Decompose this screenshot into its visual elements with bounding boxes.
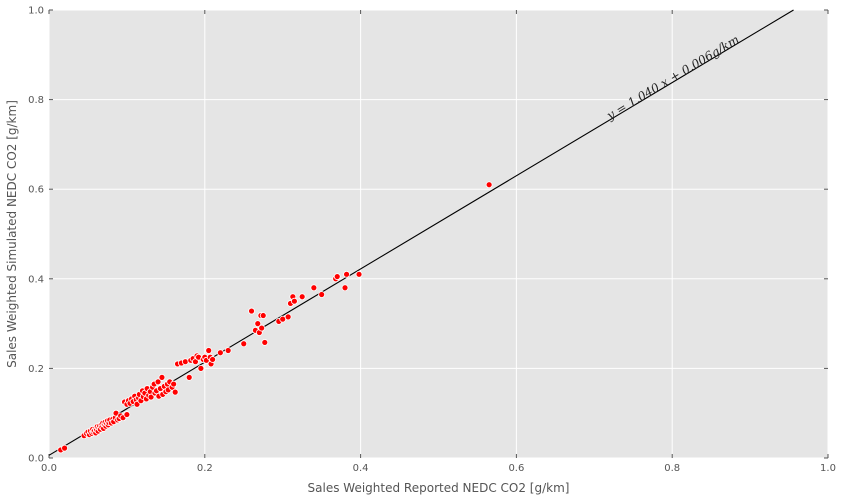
data-point bbox=[240, 340, 248, 348]
y-tick-label: 0.6 bbox=[28, 185, 44, 196]
y-tick-label: 0.0 bbox=[28, 454, 44, 465]
data-point bbox=[205, 347, 213, 354]
data-point bbox=[254, 320, 262, 328]
data-point bbox=[61, 444, 68, 452]
data-point bbox=[197, 364, 205, 372]
data-point bbox=[258, 324, 266, 332]
data-point bbox=[298, 293, 306, 301]
data-point bbox=[216, 349, 224, 357]
y-tick-label: 0.8 bbox=[28, 95, 44, 106]
data-point bbox=[154, 378, 162, 386]
data-point bbox=[318, 291, 326, 298]
plot-background bbox=[49, 10, 828, 458]
x-tick-label: 0.2 bbox=[197, 463, 213, 474]
grid-lines bbox=[48, 9, 829, 459]
data-point bbox=[355, 270, 363, 278]
data-point bbox=[209, 356, 216, 363]
data-point bbox=[181, 358, 189, 366]
x-tick-label: 1.0 bbox=[820, 463, 836, 474]
axis-ticks: 0.0 0.2 0.4 0.6 0.8 1.0 0.0 0.2 0.4 0.6 0.8 1.0 bbox=[28, 6, 836, 475]
data-point bbox=[343, 270, 350, 278]
data-point bbox=[290, 297, 298, 305]
x-tick-label: 0.8 bbox=[664, 463, 680, 474]
data-point bbox=[123, 411, 131, 418]
data-point bbox=[333, 273, 341, 280]
x-axis-label: Sales Weighted Reported NEDC CO2 [g/km] bbox=[308, 481, 570, 495]
x-tick-label: 0.0 bbox=[41, 463, 57, 474]
data-point bbox=[158, 373, 166, 381]
data-point bbox=[485, 181, 493, 189]
x-tick-label: 0.4 bbox=[353, 463, 369, 474]
y-axis-label: Sales Weighted Simulated NEDC CO2 [g/km] bbox=[5, 100, 19, 368]
data-point bbox=[224, 347, 232, 354]
y-tick-label: 0.4 bbox=[28, 274, 44, 285]
y-tick-label: 1.0 bbox=[28, 6, 44, 17]
data-point bbox=[185, 373, 193, 381]
data-point bbox=[284, 313, 292, 321]
data-point bbox=[147, 393, 155, 401]
data-point bbox=[170, 380, 178, 388]
y-tick-label: 0.2 bbox=[28, 364, 44, 375]
data-point bbox=[341, 284, 349, 292]
x-tick-label: 0.6 bbox=[508, 463, 524, 474]
data-point bbox=[259, 312, 267, 319]
data-point bbox=[248, 307, 255, 315]
data-point bbox=[171, 388, 179, 396]
data-points bbox=[57, 181, 493, 454]
data-point bbox=[261, 339, 269, 346]
data-point bbox=[310, 284, 318, 292]
